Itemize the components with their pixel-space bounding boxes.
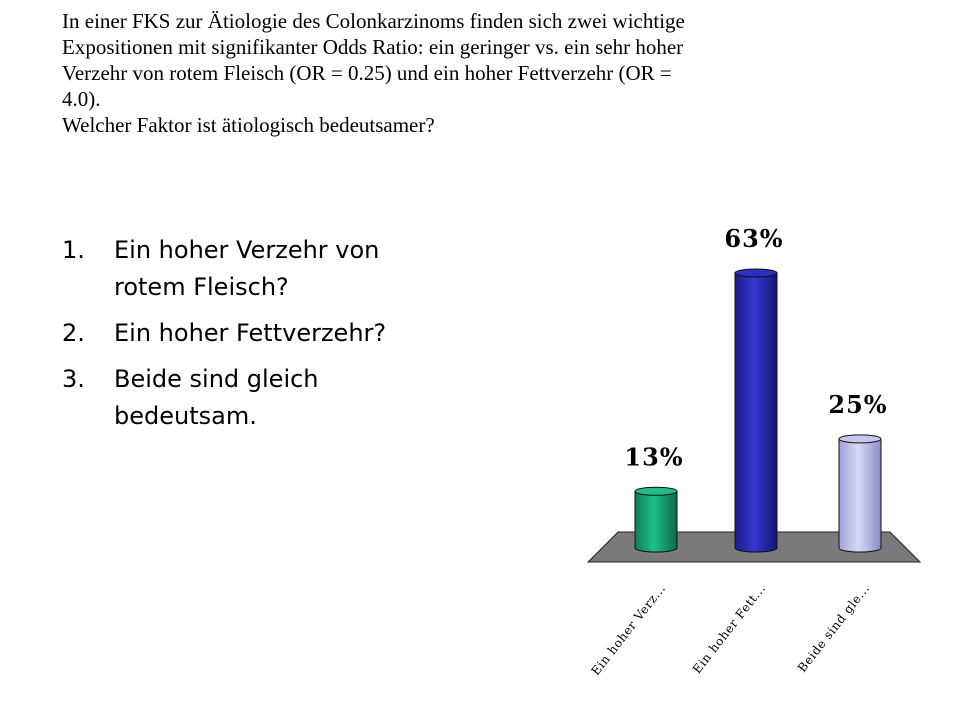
question-line: In einer FKS zur Ätiologie des Colonkarz… — [62, 9, 685, 33]
value-label: 13% — [624, 442, 683, 471]
question-text: In einer FKS zur Ätiologie des Colonkarz… — [62, 8, 862, 138]
question-line: Welcher Faktor ist ätiologisch bedeutsam… — [62, 113, 435, 137]
bar-top — [838, 434, 882, 444]
results-bar-chart: 13% 63% 25% Ein hoher Verz... Ein hoher Fet… — [586, 224, 922, 678]
answer-option-3: 3. Beide sind gleich bedeutsam. — [62, 361, 442, 435]
bar-body — [634, 490, 678, 553]
category-label-group: Ein hoher Verz... Ein hoher Fett... Beide … — [588, 581, 872, 678]
answer-option-1: 1. Ein hoher Verzehr von rotem Fleisch? — [62, 232, 442, 306]
category-label: Beide sind gle... — [795, 581, 872, 675]
bar-body — [734, 272, 778, 553]
bar-1 — [634, 486, 678, 553]
question-line: Verzehr von rotem Fleisch (OR = 0.25) un… — [62, 61, 672, 85]
category-label: Ein hoher Fett... — [690, 581, 768, 676]
question-line: 4.0). — [62, 87, 101, 111]
answer-text: Ein hoher Fettverzehr? — [114, 319, 387, 347]
category-label: Ein hoher Verz... — [588, 581, 668, 678]
value-label: 63% — [724, 224, 783, 253]
bar-group — [634, 268, 882, 553]
answer-option-2: 2. Ein hoher Fettverzehr? — [62, 315, 442, 352]
answer-text: Ein hoher Verzehr von rotem Fleisch? — [114, 236, 380, 301]
question-line: Expositionen mit signifikanter Odds Rati… — [62, 35, 684, 59]
bar-top — [734, 268, 778, 278]
bar-2 — [734, 268, 778, 553]
answer-text: Beide sind gleich bedeutsam. — [114, 365, 319, 430]
value-label-group: 13% 63% 25% — [624, 224, 887, 471]
answer-number: 1. — [62, 236, 85, 264]
answer-list: 1. Ein hoher Verzehr von rotem Fleisch? … — [62, 232, 442, 444]
bar-body — [838, 438, 882, 553]
answer-number: 2. — [62, 319, 85, 347]
bar-top — [634, 486, 678, 496]
answer-number: 3. — [62, 365, 85, 393]
value-label: 25% — [828, 390, 887, 419]
bar-3 — [838, 434, 882, 553]
